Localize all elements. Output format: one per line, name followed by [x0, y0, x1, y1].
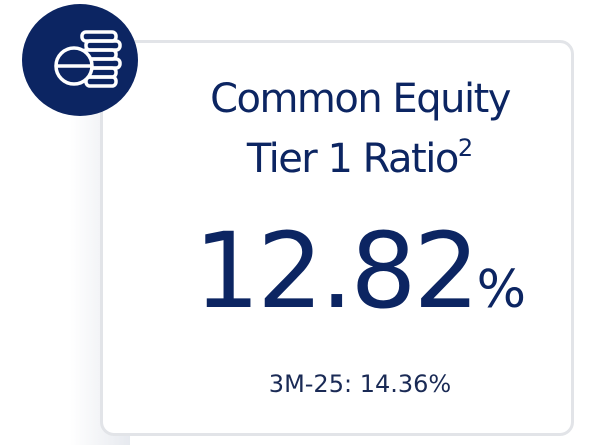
icon-badge [22, 4, 138, 116]
footnote-marker: 2 [457, 134, 474, 162]
value: 12.82 [193, 210, 480, 332]
title: Common Equity [210, 76, 511, 122]
kpi-value: 12.82% [160, 210, 560, 332]
title: Tier 1 Ratio2 [160, 134, 560, 182]
unit: % [476, 260, 527, 320]
title: Tier 1 Ratio [246, 136, 459, 182]
comparison: 3M-25: 14.36% [268, 370, 452, 398]
coins-icon [54, 30, 122, 88]
kpi-card [100, 40, 574, 436]
